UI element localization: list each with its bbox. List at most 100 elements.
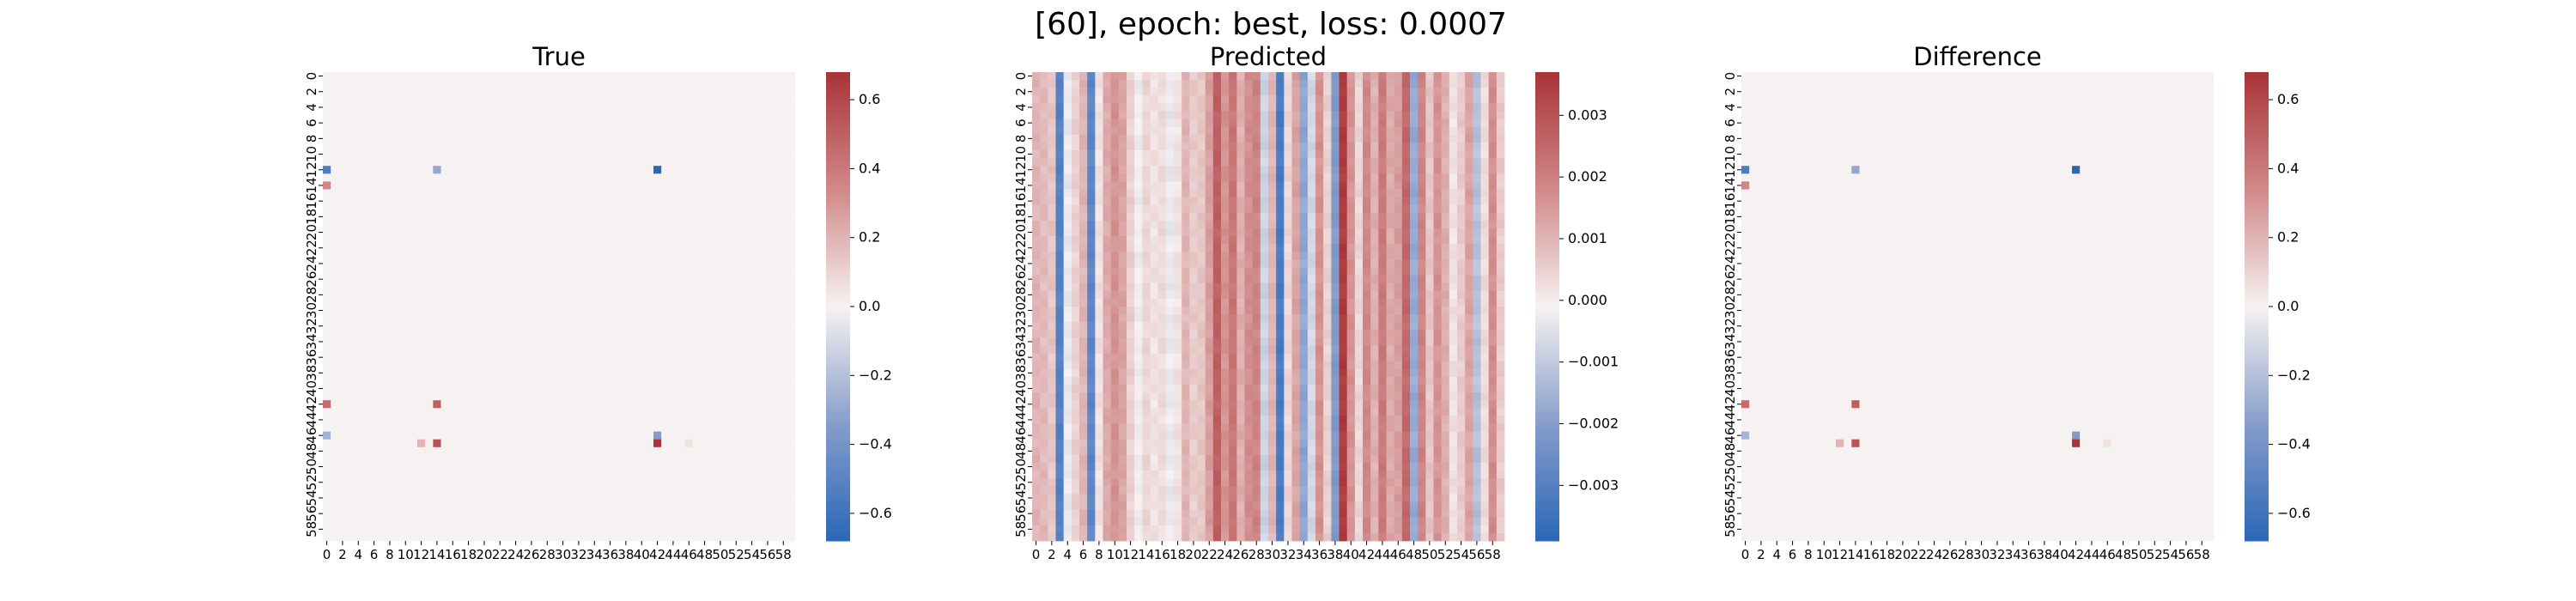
heatmap-cell <box>456 494 465 502</box>
heatmap-cell <box>590 181 599 190</box>
heatmap-cell <box>1276 80 1285 88</box>
heatmap-cell <box>338 220 347 229</box>
heatmap-cell <box>323 212 331 222</box>
heatmap-cell <box>763 525 772 534</box>
heatmap-cell <box>370 118 379 128</box>
heatmap-cell <box>543 423 552 432</box>
heatmap-cell <box>590 252 599 260</box>
heatmap-cell <box>1284 189 1292 197</box>
heatmap-cell <box>472 446 481 456</box>
heatmap-cell <box>495 88 505 96</box>
heatmap-cell <box>1197 150 1206 159</box>
heatmap-cell <box>756 252 764 260</box>
heatmap-cell <box>346 478 355 487</box>
heatmap-cell <box>1165 142 1175 151</box>
heatmap-cell <box>653 501 662 510</box>
heatmap-cell <box>1401 197 1411 206</box>
heatmap-cell <box>645 72 654 81</box>
heatmap-cell <box>370 463 379 471</box>
heatmap-cell <box>495 118 505 128</box>
heatmap-cell <box>787 376 796 385</box>
heatmap-cell <box>472 142 481 151</box>
heatmap-cell <box>535 501 544 510</box>
heatmap-cell <box>425 244 434 252</box>
heatmap-cell <box>512 532 520 542</box>
heatmap-cell <box>456 509 465 519</box>
heatmap-cell <box>692 385 702 393</box>
heatmap-cell <box>637 282 647 292</box>
heatmap-cell <box>661 337 670 346</box>
y-tick-label: 14 <box>304 177 319 193</box>
heatmap-cell <box>598 244 607 252</box>
heatmap-cell <box>1363 189 1371 197</box>
heatmap-cell <box>1401 189 1411 197</box>
heatmap-cell <box>1291 88 1301 96</box>
heatmap-cell <box>543 470 552 479</box>
heatmap-cell <box>417 478 426 487</box>
heatmap-cell <box>787 298 796 307</box>
heatmap-cell <box>756 228 764 237</box>
heatmap-cell <box>488 439 497 448</box>
x-tick-label: 12 <box>413 547 429 562</box>
heatmap-cell <box>1284 72 1292 81</box>
heatmap-cell <box>503 189 513 197</box>
heatmap-cell <box>440 322 450 331</box>
heatmap-cell <box>456 166 465 174</box>
heatmap-cell <box>567 282 575 292</box>
heatmap-cell <box>1221 166 1230 174</box>
heatmap-cell <box>732 197 741 206</box>
heatmap-cell <box>370 282 379 292</box>
heatmap-cell <box>1244 158 1254 167</box>
heatmap-cell <box>606 126 615 136</box>
heatmap-cell <box>614 392 623 401</box>
heatmap-cell <box>354 361 363 370</box>
heatmap-cell <box>756 408 764 416</box>
heatmap-cell <box>393 142 403 151</box>
heatmap-cell <box>519 95 528 104</box>
heatmap-cell <box>433 525 441 534</box>
heatmap-cell <box>370 244 379 252</box>
heatmap-cell <box>629 392 639 401</box>
heatmap-cell <box>669 400 677 409</box>
heatmap-cell <box>645 337 654 346</box>
heatmap-cell <box>401 282 410 292</box>
heatmap-cell <box>1410 212 1419 222</box>
heatmap-cell <box>440 134 450 143</box>
heatmap-cell <box>527 126 536 136</box>
heatmap-cell <box>401 322 410 331</box>
heatmap-cell <box>1441 126 1450 136</box>
heatmap-cell <box>488 454 497 464</box>
heatmap-cell <box>472 259 481 268</box>
heatmap-cell <box>645 282 654 292</box>
heatmap-cell <box>622 282 630 292</box>
heatmap-cell <box>1378 95 1387 104</box>
heatmap-cell <box>716 282 725 292</box>
heatmap-cell <box>386 275 394 284</box>
heatmap-cell <box>787 134 796 143</box>
heatmap-cell <box>763 431 772 440</box>
heatmap-cell <box>763 408 772 416</box>
heatmap-cell <box>550 111 560 119</box>
heatmap-cell <box>708 134 717 143</box>
heatmap-cell <box>1197 118 1206 128</box>
heatmap-cell <box>598 478 607 487</box>
heatmap-cell <box>386 408 394 416</box>
heatmap-cell <box>1284 134 1292 143</box>
heatmap-cell <box>456 446 465 456</box>
heatmap-cell <box>393 509 403 519</box>
heatmap-cell <box>590 95 599 104</box>
heatmap-cell <box>559 454 568 464</box>
heatmap-cell <box>346 111 355 119</box>
heatmap-cell <box>338 267 347 276</box>
heatmap-cell <box>748 509 756 519</box>
heatmap-cell <box>465 150 473 159</box>
heatmap-cell <box>527 158 536 167</box>
heatmap-cell <box>550 220 560 229</box>
heatmap-cell <box>574 307 583 315</box>
heatmap-cell <box>378 494 386 502</box>
heatmap-cell <box>771 142 781 151</box>
heatmap-cell <box>354 439 363 448</box>
heatmap-cell <box>708 486 717 495</box>
heatmap-cell <box>409 376 418 385</box>
heatmap-cell <box>361 181 371 190</box>
